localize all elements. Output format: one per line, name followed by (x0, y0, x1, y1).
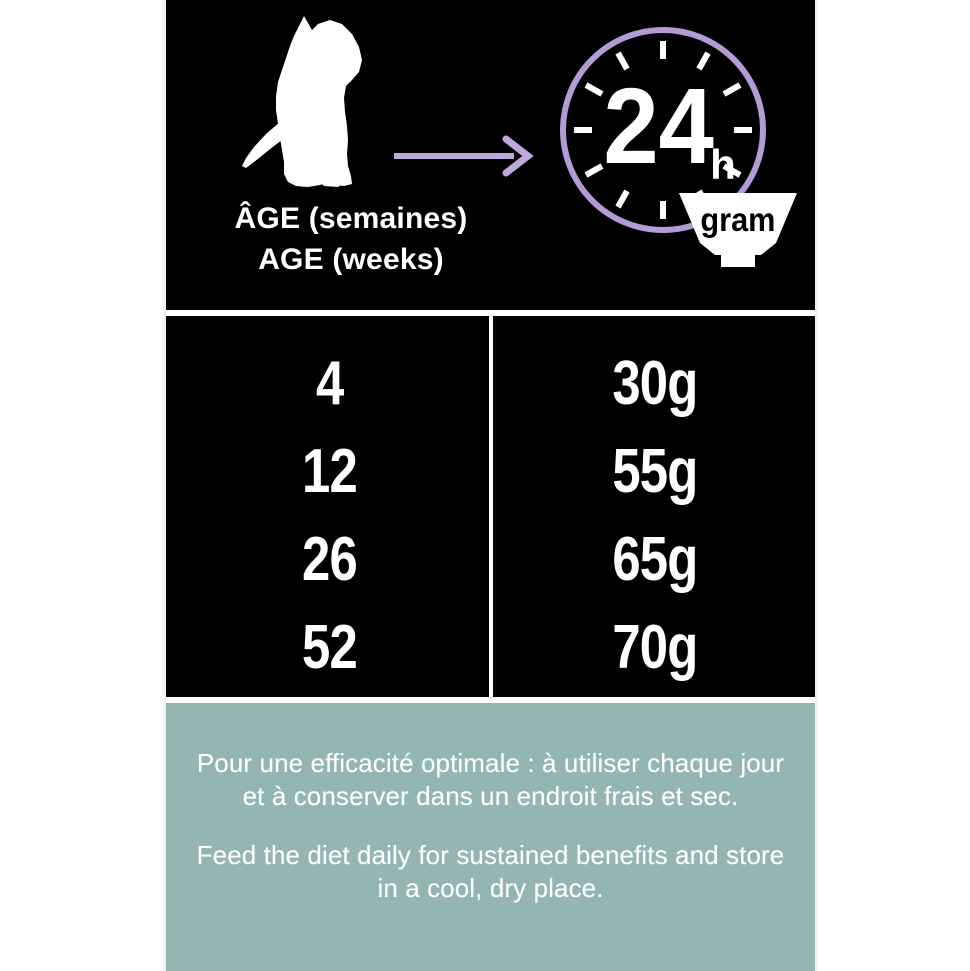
table-cell-amount: 55g (612, 437, 698, 506)
table-cell-age: 12 (302, 437, 358, 506)
clock-unit-text: h (710, 141, 736, 188)
table-cell-age: 26 (302, 525, 358, 594)
age-label-fr: ÂGE (semaines) (234, 202, 468, 235)
bowl-label-text: gram (700, 201, 775, 238)
table-cell-amount: 65g (612, 525, 698, 594)
right-arrow-icon (394, 135, 540, 177)
table-cell-age: 52 (302, 613, 358, 682)
footer-text-en: Feed the diet daily for sustained benefi… (196, 840, 785, 903)
age-label-group: ÂGE (semaines) AGE (weeks) (186, 198, 516, 280)
table-column-age: 4 12 26 52 (166, 316, 489, 702)
table-cell-age: 4 (315, 349, 344, 418)
clock-24h-icon: 24 h gram (551, 15, 801, 277)
header-section: ÂGE (semaines) AGE (weeks) (166, 0, 815, 310)
footer-text-fr: Pour une efficacité optimale : à utilise… (196, 748, 785, 811)
clock-value-text: 24 (603, 65, 714, 186)
panel-right-edge (815, 0, 818, 971)
footer-section: Pour une efficacité optimale : à utilise… (166, 703, 815, 971)
food-bowl-icon: gram (679, 193, 797, 267)
table-column-amount: 30g 55g 65g 70g (493, 316, 815, 702)
table-column-divider (489, 316, 493, 702)
table-footer-divider (166, 697, 815, 703)
age-label-en: AGE (weeks) (258, 243, 444, 276)
header-table-divider (166, 310, 815, 316)
table-cell-amount: 30g (612, 349, 698, 418)
sitting-cat-silhouette-icon (226, 14, 406, 199)
table-cell-amount: 70g (612, 613, 698, 682)
panel-left-edge (163, 0, 166, 971)
feeding-table: 4 12 26 52 30g 55g 65g 70g (166, 316, 815, 702)
panel-frame: ÂGE (semaines) AGE (weeks) (163, 0, 818, 971)
